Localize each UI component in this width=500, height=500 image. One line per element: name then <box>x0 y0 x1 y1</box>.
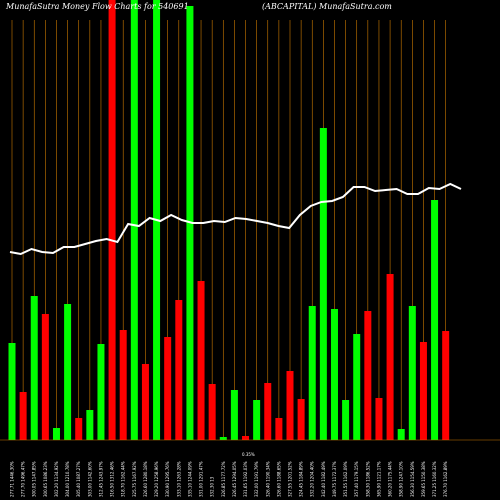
money-flow-bar <box>86 410 94 440</box>
x-tick-label: 332.20 1204.40% <box>310 461 315 497</box>
money-flow-bar <box>297 399 305 440</box>
x-tick-label: 324.45 1184.89% <box>299 461 304 497</box>
money-flow-line <box>9 182 462 256</box>
money-flow-bar <box>52 428 60 440</box>
x-tick-label: 329.20 1258.96% <box>154 461 159 497</box>
x-tick-label: 358.90 1247.10% <box>399 461 404 497</box>
chart-title-left: MunafaSutra Money Flow Charts for 540691 <box>5 2 189 11</box>
x-tick-label: 333.10 1263.28% <box>176 461 181 497</box>
x-tick-label: 359.65 1150.38% <box>421 461 426 497</box>
x-tick-label: 326.85 1177.72% <box>221 461 226 497</box>
money-flow-bar <box>275 418 283 440</box>
money-flow-bar <box>242 436 250 440</box>
money-flow-bar <box>286 371 294 440</box>
money-flow-bar <box>41 314 49 440</box>
money-flow-bar <box>375 398 383 440</box>
x-tick-label: 326.40 1190.34% <box>265 461 270 497</box>
money-flow-bar <box>141 364 149 440</box>
money-flow-bar <box>197 281 205 440</box>
money-flow-bar <box>175 300 183 440</box>
x-tick-label: 304.00 1210.78% <box>65 461 70 497</box>
money-flow-bar <box>19 392 27 440</box>
money-flow-bar <box>97 344 105 440</box>
money-flow-bar <box>353 334 361 440</box>
x-tick-label: 357.40 1179.15% <box>354 461 359 497</box>
x-tick-label: 365.90 1121.17% <box>376 461 381 497</box>
money-flow-bar <box>219 437 227 440</box>
money-flow-bar <box>442 331 450 440</box>
x-tick-label: 303.00 1142.60% <box>87 461 92 497</box>
x-tick-label: 302.20 1134.92% <box>54 461 59 497</box>
x-tick-label: 326.60 1280.18% <box>143 461 148 497</box>
x-tick-label: 332.00 1191.79% <box>254 461 259 497</box>
x-tick-label: 332.30 13 <box>210 476 215 497</box>
money-flow-bar <box>164 337 172 440</box>
x-tick-label: 360.20 1175.44% <box>388 461 393 497</box>
x-tick-label: 327.55 1201.52% <box>288 461 293 497</box>
x-tick-label: 326.60 1188.65% <box>276 461 281 497</box>
money-flow-bar <box>308 306 316 440</box>
x-tick-label: 326.45 1294.05% <box>232 461 237 497</box>
money-flow-bar <box>8 343 16 440</box>
money-flow-bar <box>364 311 372 440</box>
x-tick-labels: 277.71 1446.30% 277.70 1496.47% 300.05 114… <box>10 461 449 497</box>
x-tick-label: 335.10 1244.09% <box>187 461 192 497</box>
money-flow-bar <box>30 296 38 440</box>
money-flow-bar <box>342 400 350 440</box>
x-tick-label: 277.70 1496.47% <box>21 461 26 497</box>
x-tick-label: 342.40 1182.49% <box>321 461 326 497</box>
money-flow-bar <box>230 390 238 440</box>
money-flow-bar <box>397 429 405 440</box>
money-flow-bar <box>119 330 127 440</box>
money-flow-bar <box>431 200 439 440</box>
money-flow-bar <box>419 342 427 440</box>
money-flow-bar <box>319 128 327 440</box>
x-tick-label: 371.25 1160.32% <box>432 461 437 497</box>
x-tick-label: 358.30 1186.52% <box>365 461 370 497</box>
money-flow-bar <box>108 0 116 440</box>
money-flow-bar <box>75 418 83 440</box>
x-tick-label: 349.75 1172.37% <box>332 461 337 497</box>
money-flow-bar <box>130 0 138 440</box>
x-tick-label: 300.05 1147.85% <box>32 461 37 497</box>
x-tick-label: 331.00 1291.47% <box>199 461 204 497</box>
x-tick-label: 300.65 1086.23% <box>43 461 48 497</box>
x-tick-label: 316.50 1312.46% <box>110 461 115 497</box>
money-flow-bar <box>408 306 416 440</box>
x-tick-label: 277.71 1446.30% <box>10 461 15 497</box>
money-flow-bar <box>208 384 216 440</box>
x-tick-label: 330.90 1295.76% <box>165 461 170 497</box>
x-tick-label: 351.55 1162.09% <box>343 461 348 497</box>
money-flow-bar <box>386 274 394 440</box>
money-flow-bar <box>330 309 338 440</box>
chart-title-right: (ABCAPITAL) MunafaSutra.com <box>262 2 392 11</box>
x-tick-label: 312.45 1243.97% <box>98 461 103 497</box>
x-tick-label: 325.75 1167.92% <box>132 461 137 497</box>
money-flow-bar <box>64 304 72 440</box>
x-tick-label: 318.70 1162.44% <box>121 461 126 497</box>
x-tick-label: 376.70 1162.89% <box>443 461 448 497</box>
x-tick-label-extra: 0.35% <box>242 452 255 457</box>
x-tick-label: 356.30 1154.59% <box>410 461 415 497</box>
money-flow-bar <box>264 383 272 440</box>
x-tick-label: 331.65 1192.03% <box>243 461 248 497</box>
money-flow-bar <box>253 400 261 440</box>
x-tick-label: 305.40 1087.27% <box>76 461 81 497</box>
